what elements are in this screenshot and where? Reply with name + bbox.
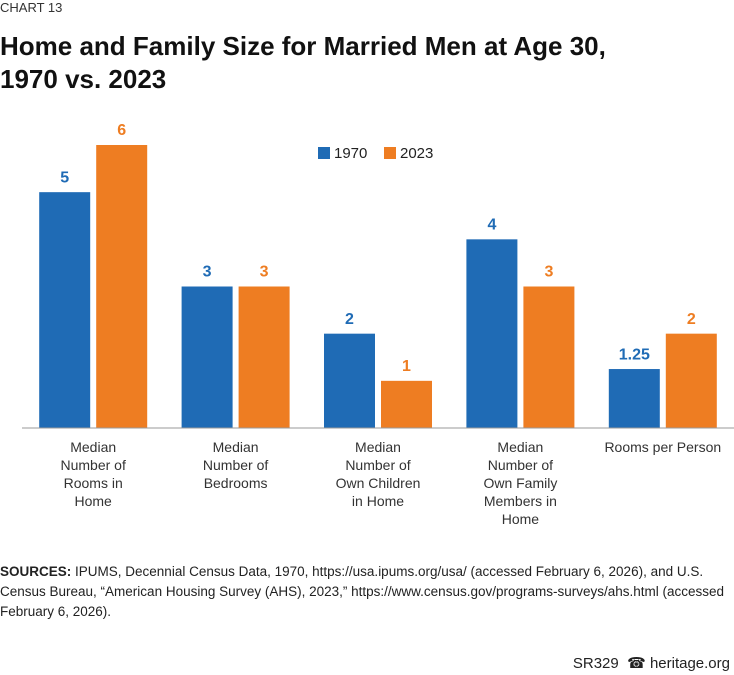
value-label: 4 [487, 217, 496, 234]
sources: SOURCES: IPUMS, Decennial Census Data, 1… [0, 562, 734, 622]
value-label: 2 [687, 311, 696, 328]
legend-swatch [384, 147, 396, 159]
x-tick-label: Median Number of Bedrooms [202, 439, 269, 491]
value-label: 3 [203, 264, 212, 281]
bar [381, 380, 432, 428]
chart-title: Home and Family Size for Married Men at … [0, 31, 606, 94]
value-label: 1.25 [619, 346, 650, 363]
value-label: 5 [60, 169, 69, 186]
x-tick-label: Median Number of Own Children in Home [335, 439, 421, 509]
legend-label: 2023 [400, 145, 433, 162]
value-label: 1 [402, 358, 411, 375]
bar [466, 239, 518, 428]
value-label: 6 [117, 122, 126, 139]
legend-label: 1970 [334, 145, 367, 162]
bar [665, 333, 717, 428]
report-id: SR329 [572, 655, 619, 672]
x-tick-label: Median Number of Own Family Members in H… [483, 439, 558, 527]
footer: SR329 ☎ heritage.org [573, 654, 730, 672]
bar [238, 286, 290, 428]
sources-label: SOURCES: [0, 564, 72, 579]
x-tick-label: Rooms per Person [604, 439, 722, 455]
bell-icon: ☎ [627, 655, 646, 672]
site: heritage.org [649, 655, 730, 672]
bar [523, 286, 575, 428]
bar [608, 369, 660, 428]
bar [181, 286, 233, 428]
x-tick-label: Median Number of Rooms in Home [60, 439, 126, 509]
bar [96, 145, 148, 428]
kicker: CHART 13 [0, 0, 63, 15]
value-label: 2 [345, 311, 354, 328]
legend-swatch [318, 147, 330, 159]
value-label: 3 [544, 264, 553, 281]
sources-text: IPUMS, Decennial Census Data, 1970, http… [0, 564, 725, 619]
bar [324, 333, 375, 428]
bar [39, 192, 91, 428]
value-label: 3 [260, 264, 269, 281]
